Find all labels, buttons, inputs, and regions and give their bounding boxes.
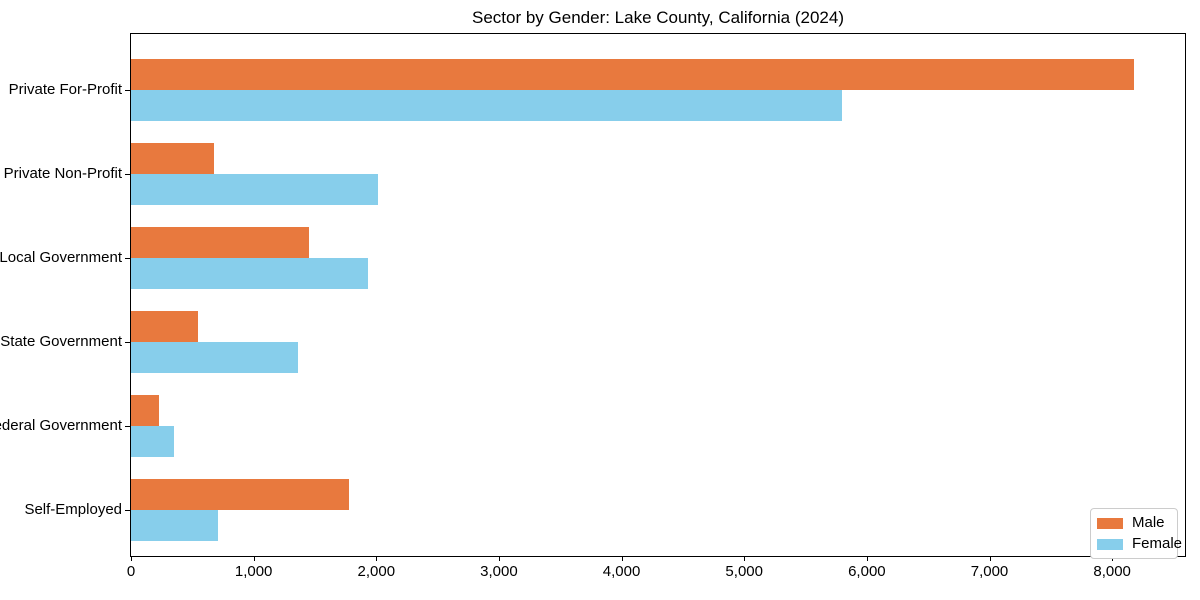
y-tick-label: Federal Government	[0, 417, 122, 434]
y-axis-tick	[125, 258, 131, 259]
y-axis-tick	[125, 342, 131, 343]
x-axis-tick	[621, 556, 623, 561]
bar-male	[131, 227, 309, 258]
legend-entry-male: Male	[1097, 515, 1169, 531]
x-axis-tick	[989, 556, 991, 561]
chart-title: Sector by Gender: Lake County, Californi…	[472, 8, 844, 27]
bar-female	[131, 90, 843, 121]
legend-label-female: Female	[1132, 535, 1183, 552]
y-axis-tick	[125, 426, 131, 427]
legend: Male Female	[1090, 508, 1182, 559]
y-axis-tick	[125, 510, 131, 511]
y-axis-tick	[125, 174, 131, 175]
bar-male	[131, 59, 1135, 90]
y-tick-label: Private Non-Profit	[3, 165, 122, 182]
x-tick-label: 5,000	[725, 563, 763, 580]
legend-swatch-male	[1097, 517, 1123, 529]
bar-female	[131, 510, 219, 541]
bar-female	[131, 258, 368, 289]
y-tick-label: Self-Employed	[24, 501, 122, 518]
plot-area: Private For-Profit Private Non-Profit Loca…	[0, 33, 1186, 580]
legend-entry-female: Female	[1097, 536, 1182, 552]
y-tick-label: State Government	[0, 333, 122, 350]
y-tick-label: Private For-Profit	[8, 81, 122, 98]
x-axis-tick	[866, 556, 868, 561]
x-tick-label: 8,000	[1093, 563, 1131, 580]
x-tick-label: 3,000	[480, 563, 518, 580]
bar-male	[131, 143, 215, 174]
legend-swatch-female	[1097, 538, 1123, 550]
bar-female	[131, 426, 174, 457]
x-axis-tick	[253, 556, 255, 561]
x-tick-label: 4,000	[602, 563, 641, 580]
legend-label-male: Male	[1132, 514, 1165, 531]
bar-male	[131, 479, 350, 510]
x-tick-label: 2,000	[357, 563, 396, 580]
bar-female	[131, 174, 378, 205]
x-axis-tick	[498, 556, 500, 561]
x-tick-label: 1,000	[234, 563, 273, 580]
bar-female	[131, 342, 298, 373]
x-tick-label: 6,000	[848, 563, 886, 580]
x-tick-label: 0	[126, 563, 136, 580]
x-axis-tick	[744, 556, 746, 561]
x-axis-tick	[131, 556, 132, 561]
x-tick-label: 7,000	[970, 563, 1009, 580]
bar-male	[131, 395, 160, 426]
y-tick-label: Local Government	[0, 249, 122, 266]
y-axis-tick	[125, 90, 131, 91]
chart-title-row: Sector by Gender: Lake County, Californi…	[130, 8, 1186, 28]
x-axis-tick	[376, 556, 378, 561]
bar-male	[131, 311, 199, 342]
